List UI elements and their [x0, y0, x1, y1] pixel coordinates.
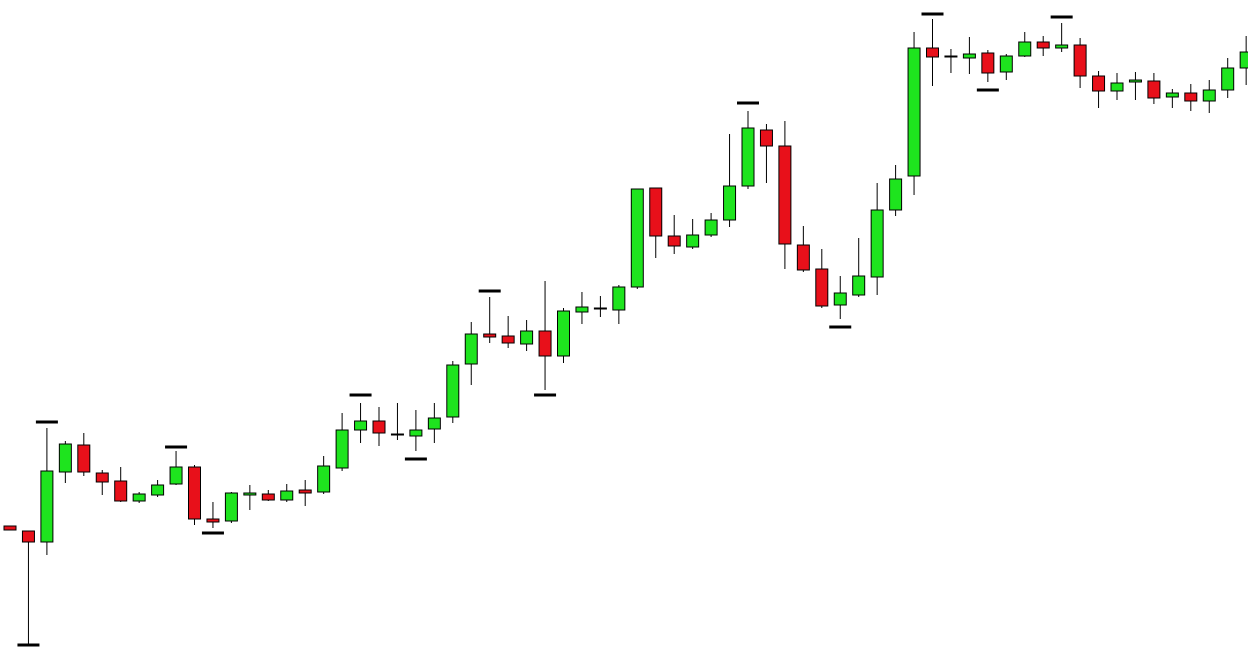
fractal-marker	[921, 12, 944, 16]
candle-body	[649, 187, 663, 237]
candle-body	[686, 234, 700, 248]
candle-body	[132, 493, 146, 502]
candle-body	[962, 53, 976, 59]
candle-body	[21, 530, 35, 543]
candle-body	[483, 333, 497, 338]
candle-body	[188, 466, 201, 520]
candle-body	[1221, 67, 1235, 91]
fractal-marker	[1050, 15, 1073, 19]
candle-body	[1202, 89, 1216, 102]
fractal-marker	[737, 101, 759, 105]
candle-body	[77, 444, 91, 473]
candle-body	[557, 310, 570, 357]
candle-body	[1239, 51, 1248, 69]
candle-body	[3, 525, 17, 531]
candle-body	[58, 443, 72, 473]
candle-body	[409, 429, 423, 437]
candle-body	[298, 489, 312, 494]
candle-body	[372, 420, 386, 434]
fractal-marker	[349, 393, 372, 397]
fractal-marker	[201, 531, 224, 535]
candle-body	[723, 185, 737, 221]
candle-body	[759, 129, 773, 147]
fractal-marker	[404, 457, 427, 461]
candle-body	[243, 492, 257, 496]
candle-body	[1184, 92, 1198, 102]
candle-body	[464, 333, 478, 365]
candle-body	[778, 145, 792, 245]
candle-body	[796, 244, 810, 271]
candle-body	[1092, 75, 1106, 92]
candle-body	[261, 493, 275, 501]
candle-body	[1128, 79, 1142, 83]
candle-body	[741, 127, 755, 187]
candle-body	[520, 330, 534, 345]
candle-body	[907, 47, 921, 177]
candle-body	[926, 47, 939, 58]
candle-body	[1073, 44, 1087, 77]
candle-body	[944, 55, 958, 58]
candle-body	[169, 466, 183, 485]
candle-body	[280, 490, 294, 501]
candle-body	[1018, 41, 1032, 57]
candle-body	[704, 219, 718, 236]
candle-body	[630, 188, 644, 288]
candle-body	[575, 306, 589, 313]
candle-body	[1165, 92, 1179, 98]
candle-body	[981, 52, 995, 74]
candle-body	[151, 484, 165, 496]
candle-body	[889, 178, 903, 211]
candle-body	[852, 275, 866, 296]
candle-body	[224, 492, 238, 522]
candle-body	[538, 330, 552, 357]
candle-body	[390, 433, 404, 436]
candle-body	[114, 480, 128, 502]
candle-body	[1055, 44, 1069, 49]
candle-body	[427, 417, 441, 430]
candle-body	[335, 429, 349, 469]
candle-body	[593, 307, 607, 310]
candle-body	[815, 268, 829, 307]
candle-body	[95, 472, 109, 483]
candle-body	[40, 470, 54, 543]
fractal-marker	[165, 445, 188, 449]
candle-body	[667, 235, 681, 247]
fractal-marker	[829, 325, 852, 329]
candle-body	[833, 292, 847, 306]
candle-body	[501, 335, 515, 344]
candle-body	[206, 518, 220, 523]
candle-body	[612, 286, 626, 311]
candle-body	[999, 55, 1013, 73]
fractal-marker	[976, 88, 999, 92]
candle-body	[317, 465, 331, 493]
fractal-marker	[534, 393, 557, 397]
candle-body	[1147, 80, 1161, 99]
candle-body	[1036, 41, 1050, 49]
candle-body	[354, 420, 368, 431]
candle-body	[870, 209, 884, 278]
fractal-marker	[35, 420, 58, 424]
candle-body	[446, 364, 460, 418]
fractal-marker	[17, 643, 40, 647]
fractal-marker	[478, 289, 501, 293]
candle-body	[1110, 82, 1124, 92]
